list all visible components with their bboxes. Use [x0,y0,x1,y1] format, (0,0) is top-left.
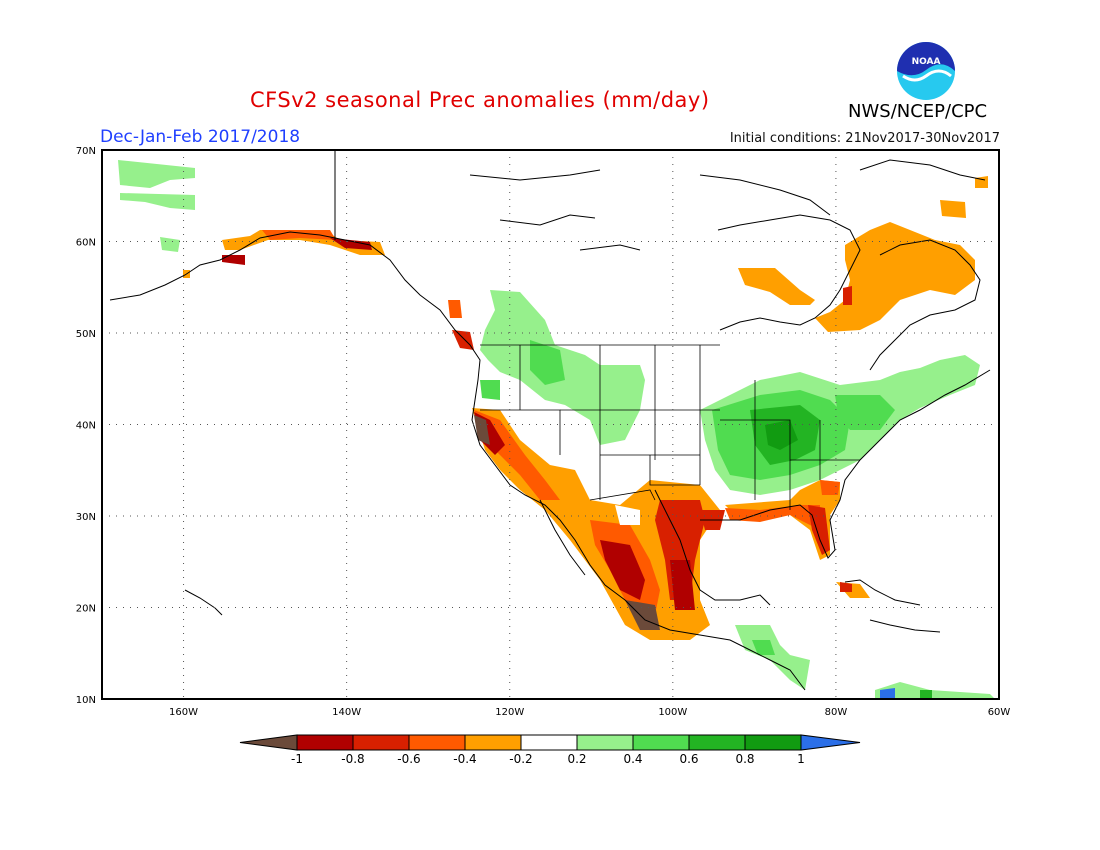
state-borders [480,344,860,510]
legend-label: -0.2 [509,752,532,766]
anomaly-eastern-us [700,355,980,690]
color-legend: -1 -0.8 -0.6 -0.4 -0.2 0.2 0.4 0.6 0.8 1 [239,734,861,766]
logo-text: NOAA [912,57,941,67]
lon-label: 100W [658,707,687,718]
legend-label: 0.2 [567,752,586,766]
lat-label: 50N [76,329,96,340]
graticule [102,150,999,699]
anomaly-field [118,160,995,699]
legend-swatch [408,734,466,751]
lon-label: 120W [495,707,524,718]
legend-swatch [632,734,690,751]
lat-label: 20N [76,604,96,615]
season-label: Dec-Jan-Feb 2017/2018 [100,127,301,147]
map-title: CFSv2 seasonal Prec anomalies (mm/day) [250,88,710,112]
anomaly-pacific-northwest [448,290,645,445]
anomaly-southwest-mexico [472,408,725,640]
legend-label: 0.6 [679,752,698,766]
lat-label: 60N [76,238,96,249]
legend-label: -1 [291,752,303,766]
anomaly-alaska [183,230,385,278]
lon-label: 160W [169,707,198,718]
coastlines [109,150,991,691]
lon-label: 80W [825,707,848,718]
legend-swatch [520,734,578,751]
legend-swatch [688,734,746,751]
legend-label: -0.4 [453,752,476,766]
legend-label: 0.4 [623,752,642,766]
longitude-labels: 160W 140W 120W 100W 80W 60W [169,707,1010,718]
lon-label: 140W [332,707,361,718]
map-frame [101,149,1000,700]
anomaly-eastern-canada [738,176,988,332]
legend-arrow-low [239,734,298,751]
latitude-labels: 70N 60N 50N 40N 30N 20N 10N [76,146,96,706]
legend-label: -0.8 [341,752,364,766]
legend-swatch [576,734,634,751]
anomaly-gulf-coast [725,480,870,598]
legend-swatch [352,734,410,751]
lat-label: 70N [76,146,96,157]
agency-label: NWS/NCEP/CPC [848,101,988,122]
lat-label: 30N [76,512,96,523]
legend-arrow-high [800,734,861,751]
legend-swatch [464,734,522,751]
legend-label: 0.8 [735,752,754,766]
legend-label: 1 [797,752,805,766]
legend-swatch [744,734,802,751]
legend-swatch [296,734,354,751]
lon-label: 60W [988,707,1011,718]
lat-label: 10N [76,695,96,706]
noaa-logo-icon: NOAA [897,42,955,100]
initial-conditions-label: Initial conditions: 21Nov2017-30Nov2017 [729,131,1000,146]
lat-label: 40N [76,421,96,432]
legend-label: -0.6 [397,752,420,766]
anomaly-arctic [118,160,195,252]
anomaly-caribbean [875,682,995,699]
